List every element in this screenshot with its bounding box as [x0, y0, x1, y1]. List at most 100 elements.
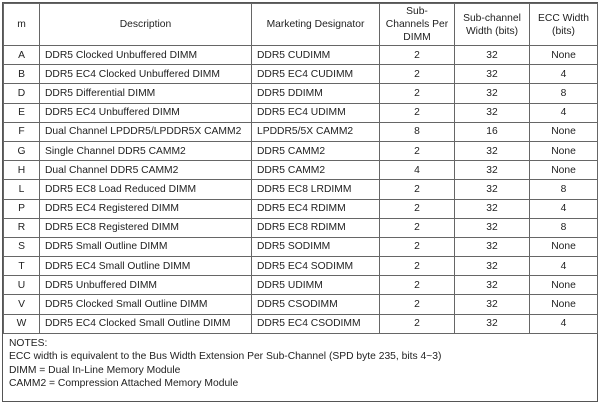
table-cell: None: [529, 44, 598, 66]
table-cell: DDR5 EC4 Small Outline DIMM: [39, 256, 252, 277]
table-cell: 32: [454, 198, 530, 219]
note-line: ECC width is equivalent to the Bus Width…: [9, 351, 442, 363]
table-cell: DDR5 Clocked Small Outline DIMM: [39, 294, 252, 315]
table-cell: S: [3, 236, 40, 258]
table-cell: 4: [529, 313, 598, 334]
table-cell: 2: [379, 236, 455, 258]
table-cell: T: [3, 256, 40, 277]
table-cell: 32: [454, 160, 530, 181]
table-cell: DDR5 Unbuffered DIMM: [39, 275, 252, 296]
table-cell: DDR5 Differential DIMM: [39, 83, 252, 104]
table-row: U DDR5 Unbuffered DIMM DDR5 UDIMM 2 32 None: [3, 275, 598, 296]
table-cell: 4: [529, 198, 598, 219]
table-row: D DDR5 Differential DIMM DDR5 DDIMM 2 32 8: [3, 83, 598, 104]
table-row: W DDR5 EC4 Clocked Small Outline DIMM DDR5…: [3, 313, 598, 334]
header-row: m Description Marketing Designator Sub-Chan…: [3, 3, 598, 46]
column-header: m: [3, 3, 40, 46]
table-cell: 2: [379, 83, 455, 104]
table-cell: LPDDR5/5X CAMM2: [251, 121, 380, 142]
table-row: E DDR5 EC4 Unbuffered DIMM DDR5 EC4 UDIMM 2…: [3, 102, 598, 123]
table-row: H Dual Channel DDR5 CAMM2 DDR5 CAMM2 4 32 Non…: [3, 160, 598, 181]
table-row: T DDR5 EC4 Small Outline DIMM DDR5 EC4 SOD…: [3, 256, 598, 277]
table-cell: F: [3, 121, 40, 142]
notes: NOTES: ECC width is equivalent to the Bus…: [3, 334, 597, 394]
table-row: R DDR5 EC8 Registered DIMM DDR5 EC8 RDIMM 2…: [3, 217, 598, 238]
table-cell: 2: [379, 102, 455, 123]
table-cell: 32: [454, 236, 530, 258]
table-cell: None: [529, 140, 598, 162]
table-cell: DDR5 EC4 Registered DIMM: [39, 198, 252, 219]
table-cell: 8: [379, 121, 455, 142]
table-row: G Single Channel DDR5 CAMM2 DDR5 CAMM2 2 32 N…: [3, 140, 598, 162]
note-line: CAMM2 = Compression Attached Memory Modu…: [9, 378, 239, 390]
table-cell: DDR5 EC8 LRDIMM: [251, 179, 380, 200]
table-cell: DDR5 EC4 SODIMM: [251, 256, 380, 277]
table-cell: DDR5 CSODIMM: [251, 294, 380, 315]
table-cell: Single Channel DDR5 CAMM2: [39, 140, 252, 162]
table-cell: R: [3, 217, 40, 238]
table-cell: None: [529, 294, 598, 315]
table-cell: 32: [454, 313, 530, 334]
table-cell: W: [3, 313, 40, 334]
table-cell: 32: [454, 294, 530, 315]
table-cell: 32: [454, 217, 530, 238]
table-cell: H: [3, 160, 40, 181]
table-cell: 8: [529, 217, 598, 238]
table: m Description Marketing Designator Sub-Chan…: [3, 3, 598, 334]
table-cell: 4: [529, 64, 598, 85]
table-cell: 8: [529, 179, 598, 200]
table-cell: 4: [529, 102, 598, 123]
table-cell: DDR5 EC8 RDIMM: [251, 217, 380, 238]
table-cell: 32: [454, 256, 530, 277]
table-row: V DDR5 Clocked Small Outline DIMM DDR5 CSO…: [3, 294, 598, 315]
table-cell: 16: [454, 121, 530, 142]
table-cell: U: [3, 275, 40, 296]
column-header: ECC Width (bits): [529, 3, 598, 46]
table-cell: DDR5 EC4 CSODIMM: [251, 313, 380, 334]
table-cell: 2: [379, 275, 455, 296]
table-cell: 32: [454, 83, 530, 104]
column-header: Sub-Channels Per DIMM: [379, 3, 455, 46]
table-row: P DDR5 EC4 Registered DIMM DDR5 EC4 RDIMM 2…: [3, 198, 598, 219]
table-cell: G: [3, 140, 40, 162]
table-cell: DDR5 EC4 Clocked Small Outline DIMM: [39, 313, 252, 334]
note-line: DIMM = Dual In-Line Memory Module: [9, 364, 181, 376]
table-cell: Dual Channel DDR5 CAMM2: [39, 160, 252, 181]
table-cell: Dual Channel LPDDR5/LPDDR5X CAMM2: [39, 121, 252, 142]
table-cell: DDR5 EC4 UDIMM: [251, 102, 380, 123]
table-cell: None: [529, 236, 598, 258]
table-cell: DDR5 CUDIMM: [251, 44, 380, 66]
table-cell: DDR5 EC4 CUDIMM: [251, 64, 380, 85]
table-cell: B: [3, 64, 40, 85]
table-cell: None: [529, 160, 598, 181]
table-cell: DDR5 EC8 Load Reduced DIMM: [39, 179, 252, 200]
table-cell: DDR5 CAMM2: [251, 160, 380, 181]
table-cell: 32: [454, 64, 530, 85]
notes-title: NOTES:: [9, 337, 48, 349]
table-cell: 32: [454, 44, 530, 66]
table-cell: 32: [454, 140, 530, 162]
table-cell: None: [529, 121, 598, 142]
table-cell: DDR5 CAMM2: [251, 140, 380, 162]
table-body: A DDR5 Clocked Unbuffered DIMM DDR5 CUDIMM…: [3, 44, 598, 334]
table-cell: None: [529, 275, 598, 296]
table-cell: 2: [379, 140, 455, 162]
table-row: A DDR5 Clocked Unbuffered DIMM DDR5 CUDIMM…: [3, 44, 598, 66]
table-cell: D: [3, 83, 40, 104]
column-header: Sub-channel Width (bits): [454, 3, 530, 46]
table-cell: DDR5 EC4 Unbuffered DIMM: [39, 102, 252, 123]
table-cell: 32: [454, 179, 530, 200]
table-cell: 8: [529, 83, 598, 104]
table-cell: 2: [379, 44, 455, 66]
table-cell: DDR5 EC4 Clocked Unbuffered DIMM: [39, 64, 252, 85]
table-cell: 2: [379, 256, 455, 277]
table-cell: DDR5 EC4 RDIMM: [251, 198, 380, 219]
table-cell: DDR5 Clocked Unbuffered DIMM: [39, 44, 252, 66]
table-cell: DDR5 UDIMM: [251, 275, 380, 296]
table-cell: 2: [379, 294, 455, 315]
table-cell: 2: [379, 179, 455, 200]
column-header: Description: [39, 3, 252, 46]
table-cell: DDR5 Small Outline DIMM: [39, 236, 252, 258]
table-cell: DDR5 DDIMM: [251, 83, 380, 104]
